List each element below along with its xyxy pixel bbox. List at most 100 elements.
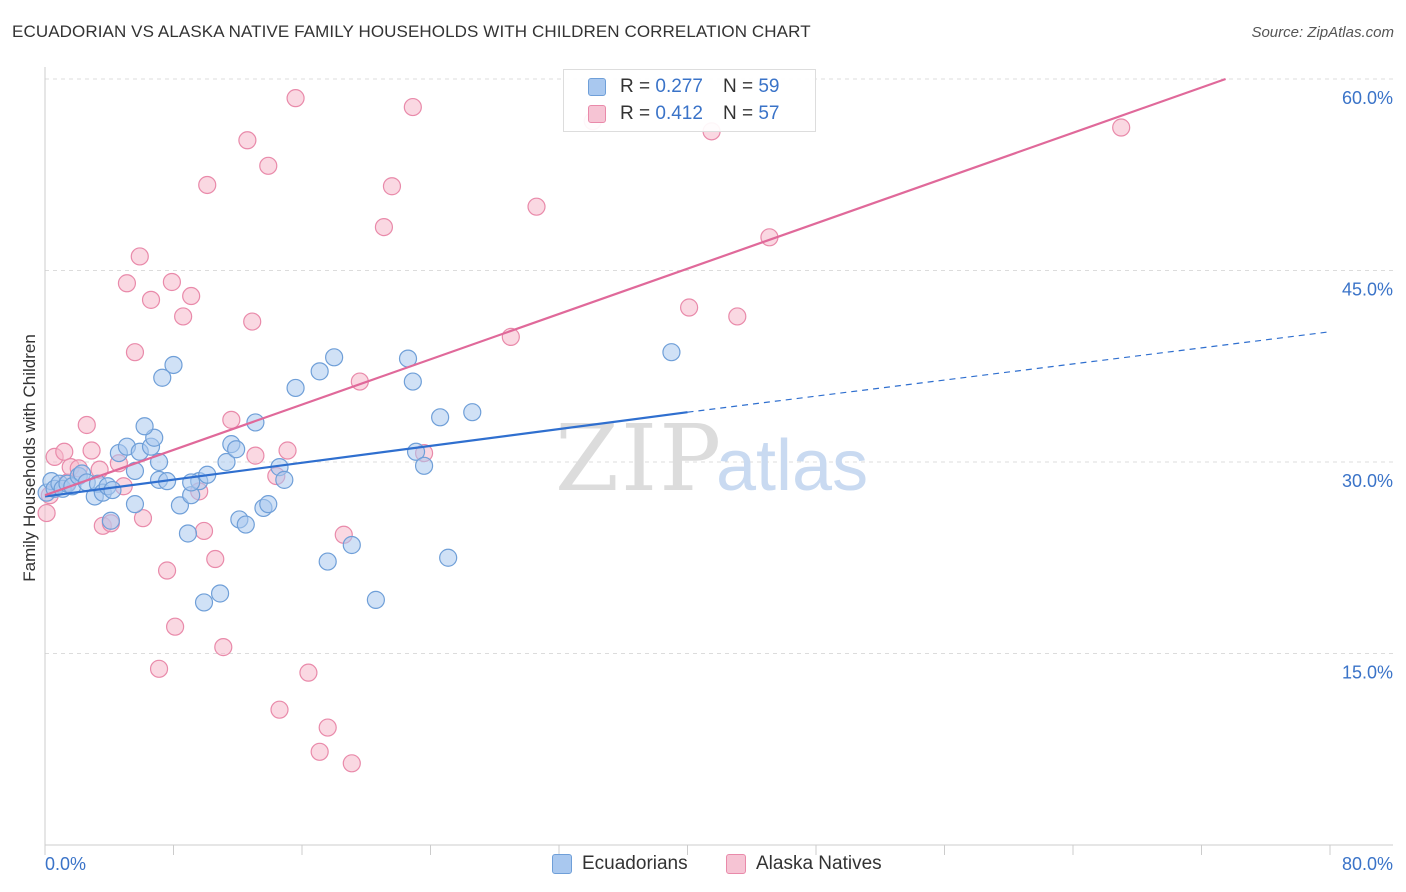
ecuadorian-point: [125, 495, 145, 514]
ecuadorian-point: [227, 440, 246, 459]
alaska-native-point: [174, 307, 193, 326]
ecuadorian-point: [342, 535, 361, 555]
ecuadorian-trend-extension: [687, 331, 1331, 413]
alaska-native-point: [125, 343, 145, 362]
ecuadorian-point: [431, 408, 450, 427]
ecuadorian-point: [366, 590, 385, 609]
bottom-legend-alaska-natives: Alaska Natives: [726, 852, 882, 876]
y-tick-label: 60.0%: [1342, 88, 1393, 108]
bottom-legend-label: Alaska Natives: [756, 853, 882, 874]
legend-swatch-pink: [588, 105, 606, 123]
ecuadorian-point: [463, 403, 482, 422]
trend-lines: [44, 77, 1331, 498]
alaska-native-point: [374, 217, 394, 237]
alaska-native-point: [166, 617, 185, 636]
bottom-legend-ecuadorians: Ecuadorians: [552, 852, 688, 876]
alaska-native-point: [286, 89, 305, 108]
alaska-native-point: [141, 290, 161, 309]
alaska-native-point: [728, 307, 747, 326]
alaska-native-point: [182, 286, 201, 306]
x-tick-label: 80.0%: [1342, 854, 1393, 874]
legend-r-value: 0.277: [655, 76, 703, 97]
ecuadorian-point: [170, 496, 190, 515]
legend-swatch-blue: [588, 78, 606, 96]
data-points: [37, 89, 1131, 773]
alaska-native-point: [37, 503, 56, 523]
y-tick-label: 30.0%: [1342, 471, 1393, 491]
legend-r-value: 0.412: [655, 103, 703, 124]
ecuadorian-point: [164, 355, 183, 375]
legend-r-label: R =: [620, 103, 651, 124]
alaska-native-point: [133, 509, 153, 528]
alaska-native-point: [206, 549, 225, 569]
alaska-native-point: [310, 742, 329, 761]
bottom-legend-swatch-blue: [552, 854, 572, 874]
ecuadorian-point: [135, 417, 154, 436]
alaska-native-point: [318, 718, 337, 737]
ecuadorian-point: [310, 362, 329, 381]
gridlines: [45, 78, 1393, 654]
alaska-native-point: [527, 197, 546, 216]
ecuadorian-point: [439, 548, 458, 567]
ecuadorian-point: [103, 480, 122, 500]
alaska-native-point: [117, 274, 137, 293]
ecuadorian-point: [149, 452, 169, 472]
alaska-native-point: [222, 410, 241, 429]
alaska-native-point: [382, 177, 402, 196]
alaska-native-point: [270, 700, 289, 719]
alaska-native-point: [77, 415, 96, 435]
source-label: Source: ZipAtlas.com: [1251, 24, 1394, 41]
axes: [44, 67, 1393, 855]
ecuadorian-point: [236, 515, 255, 534]
tick-labels: 15.0% 30.0% 45.0% 60.0% 0.0% 80.0%: [45, 88, 1393, 874]
watermark-zip: ZIP: [555, 405, 723, 512]
ecuadorian-point: [194, 593, 214, 612]
legend-n-value: 57: [758, 103, 780, 124]
legend-r-label: R =: [620, 76, 651, 97]
alaska-native-point: [149, 659, 169, 678]
alaska-native-point: [198, 175, 217, 195]
alaska-native-point: [157, 561, 177, 580]
y-tick-label: 15.0%: [1342, 663, 1393, 683]
x-tick-label: 0.0%: [45, 854, 86, 874]
alaska-native-point: [1112, 118, 1131, 137]
ecuadorian-point: [403, 372, 422, 391]
y-axis-label: Family Households with Children: [20, 334, 39, 582]
ecuadorian-point: [210, 584, 230, 603]
legend-n-value: 59: [758, 76, 780, 97]
watermark: ZIP atlas: [555, 405, 868, 512]
alaska-native-point: [299, 663, 318, 682]
ecuadorian-point: [217, 452, 236, 472]
legend-n-label: N =: [722, 103, 754, 124]
ecuadorian-point: [153, 368, 172, 387]
alaska-native-point: [403, 97, 422, 117]
alaska-native-point: [243, 312, 262, 331]
ecuadorian-point: [178, 524, 198, 543]
alaska-native-point: [278, 441, 297, 460]
alaska-native-point: [214, 638, 233, 657]
ecuadorian-point: [259, 495, 278, 514]
alaska-native-point: [82, 441, 101, 460]
alaska-native-trend-line: [44, 77, 1226, 497]
ecuadorian-point: [101, 511, 120, 530]
ecuadorian-point: [318, 552, 337, 571]
alaska-native-point: [238, 131, 257, 150]
legend-row-ecuadorians: R = 0.277 N = 59: [588, 74, 779, 100]
chart-title: ECUADORIAN VS ALASKA NATIVE FAMILY HOUSE…: [12, 22, 811, 41]
alaska-native-point: [342, 754, 361, 773]
legend-row-alaska-natives: R = 0.412 N = 57: [588, 101, 779, 127]
ecuadorian-trend-line: [44, 411, 688, 498]
alaska-native-point: [259, 156, 278, 175]
stats-legend: R = 0.277 N = 59 R = 0.412 N = 57: [563, 69, 816, 132]
alaska-native-point: [680, 298, 699, 317]
watermark-atlas: atlas: [716, 426, 868, 506]
ecuadorian-point: [286, 378, 305, 398]
ecuadorian-point: [325, 348, 344, 367]
alaska-native-point: [55, 442, 74, 461]
legend-n-label: N =: [722, 76, 754, 97]
bottom-legend-swatch-pink: [726, 854, 746, 874]
bottom-legend-label: Ecuadorians: [582, 853, 688, 874]
ecuadorian-point: [662, 343, 681, 362]
ecuadorian-point: [275, 470, 294, 489]
